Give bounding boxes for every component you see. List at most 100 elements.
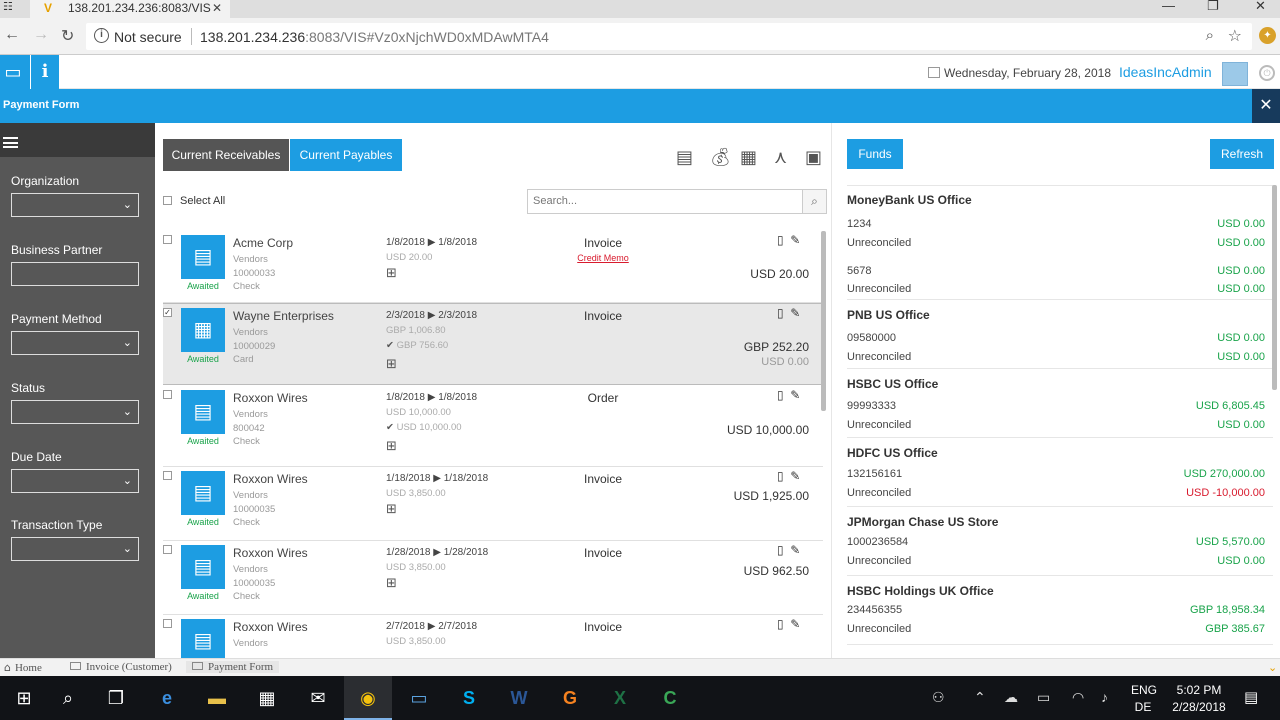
- remote-desktop-icon[interactable]: ▭: [410, 688, 428, 708]
- people-icon[interactable]: ⚇: [932, 689, 945, 705]
- zoom-icon[interactable]: ⌕: [1205, 27, 1214, 44]
- funds-button[interactable]: Funds: [847, 139, 903, 169]
- row-checkbox[interactable]: [163, 619, 172, 628]
- avatar[interactable]: [1222, 62, 1248, 86]
- split-icon[interactable]: ⋏: [774, 147, 788, 167]
- list-item[interactable]: ▤ Awaited Acme Corp Vendors 10000033 Che…: [163, 231, 823, 303]
- battery-icon[interactable]: ▭: [1037, 689, 1051, 705]
- organization-select[interactable]: ⌄: [11, 193, 139, 217]
- extension-icon[interactable]: ✦: [1259, 27, 1276, 44]
- list-item[interactable]: ✓ ▦ Awaited Wayne Enterprises Vendors 10…: [163, 303, 823, 385]
- info-box-icon[interactable]: ▯: [777, 543, 784, 557]
- edit-icon[interactable]: ✎: [790, 617, 801, 631]
- row-checkbox[interactable]: ✓: [163, 308, 172, 317]
- volume-icon[interactable]: ♪: [1101, 689, 1108, 705]
- bookmark-star-icon[interactable]: ☆: [1227, 28, 1242, 45]
- due-date-select[interactable]: ⌄: [11, 469, 139, 493]
- select-all[interactable]: Select All: [163, 195, 225, 207]
- row-checkbox[interactable]: [163, 471, 172, 480]
- browser-tab[interactable]: V 138.201.234.236:8083/VIS ✕: [30, 0, 230, 18]
- close-window-icon[interactable]: ✕: [1255, 0, 1266, 13]
- chrome-icon[interactable]: ◉: [344, 676, 392, 720]
- edit-icon[interactable]: ✎: [790, 233, 801, 247]
- schedule-icon[interactable]: ⊞: [386, 356, 397, 371]
- search-icon[interactable]: ⌕: [802, 190, 826, 213]
- schedule-icon[interactable]: ⊞: [386, 575, 397, 590]
- g-app-icon[interactable]: G: [562, 688, 577, 708]
- info-box-icon[interactable]: ▯: [777, 617, 784, 631]
- business-partner-input[interactable]: [11, 262, 139, 286]
- list-item[interactable]: ▤ Awaited Roxxon Wires Vendors 10000035 …: [163, 541, 823, 615]
- select-all-checkbox[interactable]: [163, 196, 172, 205]
- site-info-icon[interactable]: i: [94, 28, 109, 43]
- transaction-type-select[interactable]: ⌄: [11, 537, 139, 561]
- notifications-icon[interactable]: ▤: [1244, 689, 1259, 706]
- list-item[interactable]: ▤ Roxxon Wires Vendors 2/7/2018 ▶ 2/7/20…: [163, 615, 823, 658]
- breadcrumb-home[interactable]: ⌂ Home: [4, 661, 42, 674]
- refresh-button[interactable]: Refresh: [1210, 139, 1274, 169]
- power-icon[interactable]: ⏻: [1259, 65, 1275, 81]
- language-indicator[interactable]: ENG DE: [1131, 682, 1157, 716]
- payment-method-select[interactable]: ⌄: [11, 331, 139, 355]
- address-bar[interactable]: i Not secure 138.201.234.236:8083/VIS#Vz…: [86, 23, 1252, 50]
- skype-icon[interactable]: S: [462, 688, 475, 708]
- user-name[interactable]: IdeasIncAdmin: [1119, 64, 1212, 80]
- windows-start-icon[interactable]: ⊞: [16, 688, 32, 708]
- reload-icon[interactable]: ↻: [61, 28, 75, 45]
- folders-icon[interactable]: ▦: [740, 147, 758, 167]
- onedrive-icon[interactable]: ☁: [1004, 689, 1018, 705]
- chevron-down-icon[interactable]: ⌄: [1268, 662, 1278, 674]
- close-form-button[interactable]: ✕: [1252, 89, 1280, 123]
- clock[interactable]: 5:02 PM 2/28/2018: [1168, 682, 1230, 716]
- browser-menu-icon[interactable]: ☷: [3, 1, 13, 13]
- schedule-icon[interactable]: ⊞: [386, 265, 397, 280]
- wifi-icon[interactable]: ◠: [1072, 689, 1085, 705]
- edit-icon[interactable]: ✎: [790, 469, 801, 483]
- tab-current-receivables[interactable]: Current Receivables: [163, 139, 289, 171]
- list-item[interactable]: ▤ Awaited Roxxon Wires Vendors 10000035 …: [163, 467, 823, 541]
- task-view-icon[interactable]: ❐: [107, 688, 125, 708]
- info-box-icon[interactable]: ▯: [777, 233, 784, 247]
- list-scrollbar[interactable]: [821, 231, 826, 411]
- search-input[interactable]: Search... ⌕: [527, 189, 827, 214]
- forward-arrow-icon[interactable]: →: [33, 26, 49, 43]
- edge-browser-icon[interactable]: e: [161, 688, 172, 708]
- cash-register-icon[interactable]: ▣: [805, 147, 823, 167]
- info-box-icon[interactable]: ▯: [777, 469, 784, 483]
- edit-icon[interactable]: ✎: [790, 388, 801, 402]
- word-icon[interactable]: W: [510, 688, 528, 708]
- close-tab-icon[interactable]: ✕: [211, 1, 222, 15]
- list-item[interactable]: ▤ Awaited Roxxon Wires Vendors 800042 Ch…: [163, 386, 823, 467]
- info-box-icon[interactable]: ▯: [777, 306, 784, 320]
- breadcrumb-invoice[interactable]: Invoice (Customer): [70, 661, 172, 673]
- status-select[interactable]: ⌄: [11, 400, 139, 424]
- batch-payment-icon[interactable]: ▤: [676, 147, 694, 167]
- folder-icon[interactable]: ▭: [0, 55, 30, 89]
- edit-icon[interactable]: ✎: [790, 306, 801, 320]
- breadcrumb-payment-form[interactable]: Payment Form: [186, 661, 280, 673]
- row-checkbox[interactable]: [163, 235, 172, 244]
- file-explorer-icon[interactable]: ▬: [208, 688, 226, 708]
- schedule-icon[interactable]: ⊞: [386, 438, 397, 453]
- back-arrow-icon[interactable]: ←: [4, 26, 20, 43]
- search-icon[interactable]: ⌕: [62, 688, 74, 708]
- credit-memo-link[interactable]: Credit Memo: [577, 253, 629, 263]
- money-bag-icon[interactable]: 💰︎: [709, 147, 732, 167]
- camtasia-icon[interactable]: C: [663, 688, 677, 708]
- row-checkbox[interactable]: [163, 390, 172, 399]
- restore-window-icon[interactable]: ❐: [1207, 0, 1219, 13]
- row-checkbox[interactable]: [163, 545, 172, 554]
- url-text[interactable]: 138.201.234.236:8083/VIS#Vz0xNjchWD0xMDA…: [200, 29, 549, 45]
- hamburger-menu-icon[interactable]: [3, 137, 18, 148]
- funds-scrollbar[interactable]: [1272, 185, 1277, 390]
- tab-current-payables[interactable]: Current Payables: [290, 139, 402, 171]
- info-icon[interactable]: i: [30, 55, 59, 89]
- edit-icon[interactable]: ✎: [790, 543, 801, 557]
- excel-icon[interactable]: X: [613, 688, 626, 708]
- schedule-icon[interactable]: ⊞: [386, 501, 397, 516]
- store-icon[interactable]: ▦: [258, 688, 276, 708]
- info-box-icon[interactable]: ▯: [777, 388, 784, 402]
- chevron-up-icon[interactable]: ⌃: [974, 689, 986, 705]
- mail-icon[interactable]: ✉: [310, 688, 326, 708]
- minimize-window-icon[interactable]: —: [1162, 0, 1175, 13]
